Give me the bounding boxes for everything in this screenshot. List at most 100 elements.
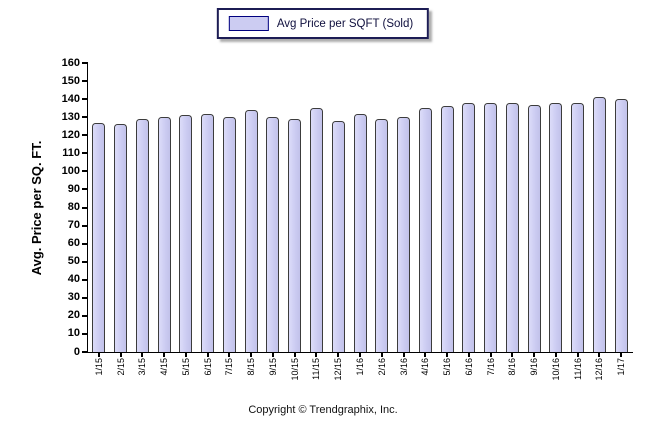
y-axis-tick-label: 140 [61, 92, 80, 105]
x-axis-tick-label: 10/15 [289, 358, 300, 381]
x-axis-tick-label: 2/16 [376, 358, 387, 376]
x-axis-tick-label: 12/16 [594, 358, 605, 381]
bar-11/15 [309, 108, 323, 352]
x-axis-tick-label: 3/16 [398, 358, 409, 376]
bar-1/17 [614, 99, 628, 352]
x-axis-tick-label: 1/15 [93, 358, 104, 376]
y-axis-tick [82, 260, 88, 263]
x-axis-tick-label: 1/17 [616, 358, 627, 376]
x-axis-tick [489, 353, 492, 357]
x-axis-tick [424, 353, 427, 357]
y-axis-tick [82, 332, 88, 335]
x-axis-tick [533, 353, 536, 357]
x-axis-tick-label: 12/15 [333, 358, 344, 381]
bar-8/16 [505, 102, 519, 352]
bar-6/15 [201, 113, 215, 352]
y-axis-tick [82, 314, 88, 317]
x-axis-tick [337, 353, 340, 357]
y-axis-tick [82, 188, 88, 191]
bar-7/15 [222, 117, 236, 352]
x-axis-tick-label: 5/15 [180, 358, 191, 376]
bar-3/15 [135, 119, 149, 352]
y-axis-tick-label: 100 [61, 164, 80, 177]
y-axis-tick [82, 134, 88, 137]
bar-4/15 [157, 117, 171, 352]
bar-10/16 [549, 102, 563, 352]
y-axis-tick-label: 20 [67, 309, 80, 322]
bar-1/16 [353, 113, 367, 352]
y-axis-tick-label: 60 [67, 237, 80, 250]
y-axis-tick-label: 0 [73, 345, 80, 358]
bar-3/16 [397, 117, 411, 352]
x-axis-tick [184, 353, 187, 357]
x-axis-tick [119, 353, 122, 357]
y-axis-tick-label: 130 [61, 110, 80, 123]
x-axis-tick [380, 353, 383, 357]
x-axis-tick [97, 353, 100, 357]
x-axis-tick [576, 353, 579, 357]
bar-12/16 [592, 97, 606, 352]
x-axis-tick [250, 353, 253, 357]
x-axis-tick-label: 11/15 [311, 358, 322, 380]
x-axis-tick-label: 9/15 [267, 358, 278, 376]
bar-5/16 [440, 106, 454, 352]
x-axis-tick-label: 1/16 [355, 358, 365, 376]
y-axis-tick-label: 80 [67, 201, 80, 213]
x-axis-tick-label: 6/16 [463, 358, 474, 376]
bar-7/16 [484, 102, 498, 352]
y-axis-tick-label: 120 [61, 128, 80, 141]
x-axis-tick-label: 9/16 [529, 358, 540, 376]
y-axis-tick-label: 160 [61, 56, 80, 69]
x-axis-tick-label: 7/16 [485, 358, 496, 376]
chart-plot-area [88, 63, 632, 352]
x-axis-tick [511, 353, 514, 357]
x-axis-tick-label: 4/15 [159, 358, 170, 376]
y-axis-tick [82, 242, 88, 245]
y-axis-tick [82, 278, 88, 281]
y-axis-tick-label: 150 [61, 74, 80, 87]
x-axis-tick [206, 353, 209, 357]
x-axis-tick-label: 11/16 [572, 358, 583, 380]
legend: Avg Price per SQFT (Sold) [216, 8, 430, 39]
legend-swatch [228, 16, 269, 31]
y-axis-tick [82, 62, 88, 64]
y-axis-tick-label: 110 [62, 146, 80, 159]
bar-9/16 [527, 104, 541, 352]
y-axis-tick [82, 206, 88, 209]
x-axis-tick-label: 4/16 [420, 358, 431, 376]
x-axis-tick [228, 353, 231, 357]
y-axis-tick [82, 116, 88, 119]
y-axis-tick-label: 90 [67, 182, 80, 195]
y-axis-tick [82, 98, 88, 101]
y-axis-tick-label: 30 [67, 291, 80, 304]
y-axis-tick [82, 296, 88, 299]
y-axis-tick-label: 50 [67, 255, 80, 268]
x-axis-tick [163, 353, 166, 357]
x-axis-tick [467, 353, 470, 357]
x-axis-line [87, 352, 633, 353]
bar-2/15 [114, 124, 128, 352]
x-axis-tick [402, 353, 405, 357]
y-axis-tick [82, 224, 88, 227]
y-axis-tick [82, 351, 88, 353]
y-axis-tick [82, 170, 88, 173]
copyright-text: Copyright © Trendgraphix, Inc. [248, 404, 398, 416]
y-axis-tick [82, 152, 88, 155]
y-axis-tick [82, 80, 88, 83]
bar-2/16 [375, 119, 389, 352]
x-axis-tick [293, 353, 296, 357]
bar-1/15 [92, 122, 106, 352]
x-axis-tick-label: 2/15 [115, 358, 126, 376]
x-axis-tick [141, 353, 144, 357]
y-axis-tick-label: 70 [67, 219, 80, 232]
x-axis-tick [598, 353, 601, 357]
x-axis-tick [620, 353, 623, 357]
x-axis-tick-label: 7/15 [224, 358, 235, 376]
y-axis-tick-label: 10 [67, 327, 80, 340]
x-axis-tick-label: 5/16 [442, 358, 453, 376]
legend-label: Avg Price per SQFT (Sold) [276, 17, 414, 30]
bar-5/15 [179, 115, 193, 352]
x-axis-tick-label: 8/16 [507, 358, 518, 376]
x-axis-tick [359, 353, 361, 357]
